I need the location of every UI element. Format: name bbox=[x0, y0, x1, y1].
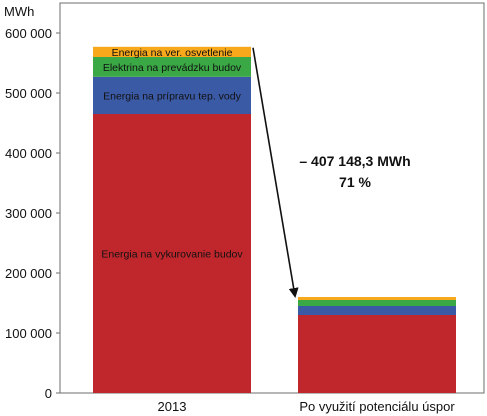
bar-segment bbox=[93, 114, 251, 393]
bar-segment bbox=[93, 46, 251, 57]
reduction-arrow bbox=[252, 47, 299, 298]
bar-segment bbox=[298, 315, 456, 393]
bar-segment bbox=[298, 297, 456, 300]
y-tick-label: 300 000 bbox=[5, 206, 52, 221]
bar-segment bbox=[93, 76, 251, 114]
bar-segment bbox=[298, 306, 456, 315]
reduction-amount: – 407 148,3 MWh bbox=[299, 153, 410, 169]
bar-segment bbox=[298, 300, 456, 306]
segment-label: Energia na ver. osvetlenie bbox=[112, 47, 233, 59]
y-unit-label: MWh bbox=[4, 4, 34, 19]
y-tick-label: 0 bbox=[45, 386, 52, 401]
y-tick-label: 200 000 bbox=[5, 266, 52, 281]
y-tick-label: 100 000 bbox=[5, 326, 52, 341]
segment-label: Energia na prípravu tep. vody bbox=[103, 90, 242, 102]
plot-frame bbox=[59, 2, 485, 394]
segment-label: Elektrina na prevádzku budov bbox=[103, 62, 242, 74]
segment-label: Energia na vykurovanie budov bbox=[101, 249, 243, 261]
x-category-label: 2013 bbox=[158, 399, 187, 414]
y-tick-label: 500 000 bbox=[5, 86, 52, 101]
x-category-label: Po využití potenciálu úspor bbox=[299, 399, 455, 414]
reduction-percent: 71 % bbox=[339, 174, 371, 190]
bar-segment bbox=[93, 57, 251, 77]
y-tick-label: 400 000 bbox=[5, 146, 52, 161]
y-tick-label: 600 000 bbox=[5, 26, 52, 41]
